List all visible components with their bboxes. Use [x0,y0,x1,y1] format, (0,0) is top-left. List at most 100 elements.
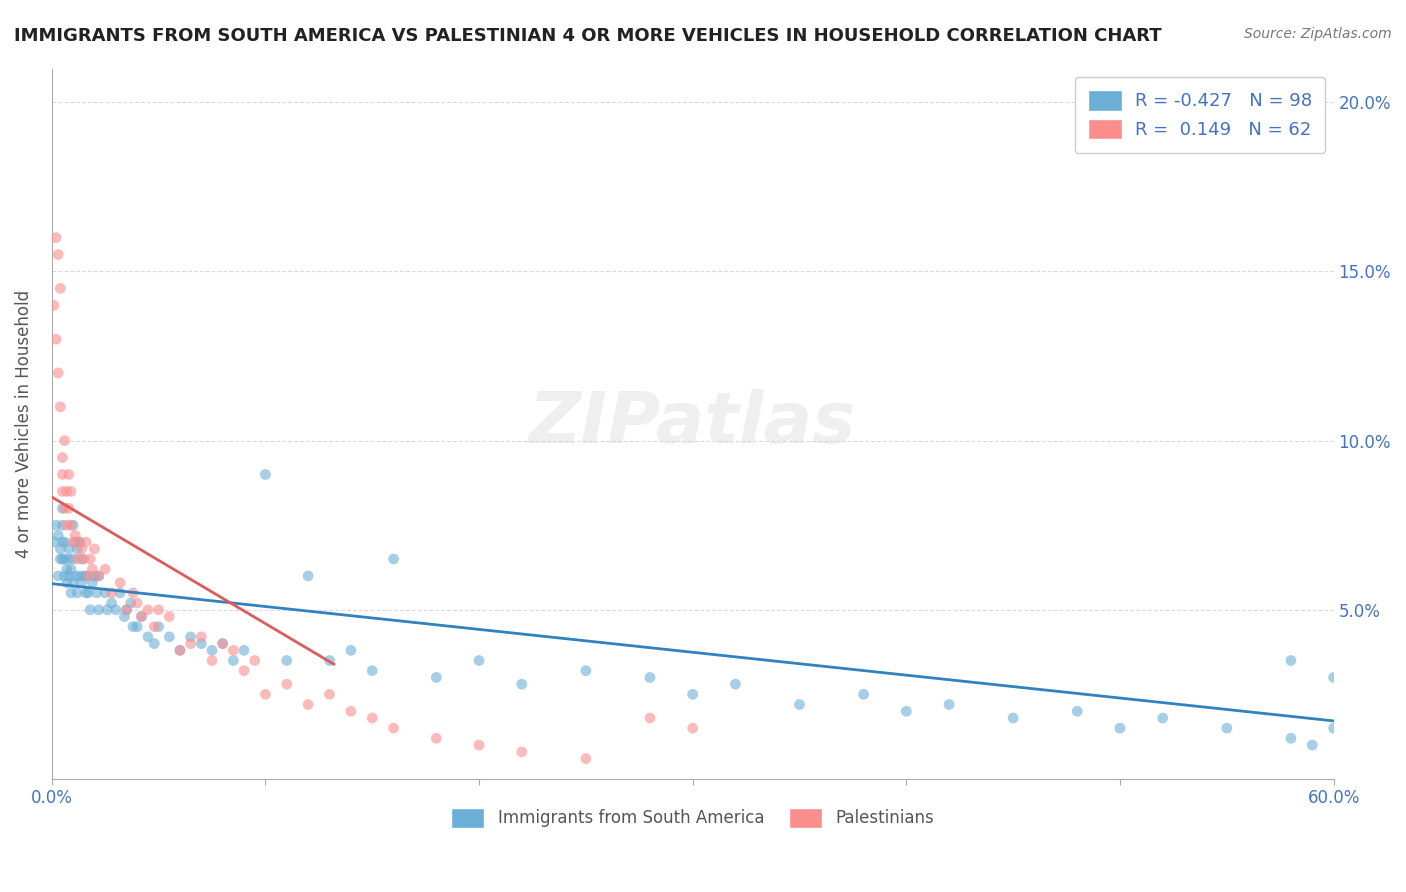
Point [51,467,73,482]
Point [51,450,73,465]
Point [682,687,704,701]
Point [94,562,117,576]
Point [243,653,266,667]
Point [361,664,384,678]
Point [79,603,101,617]
Point [180,630,202,644]
Point [53,569,76,583]
Point [233,664,256,678]
Point [1109,721,1132,735]
Point [77,569,100,583]
Point [896,704,918,718]
Point [789,698,811,712]
Point [51,552,73,566]
Point [55,484,77,499]
Point [169,643,191,657]
Point [75,569,97,583]
Point [120,596,142,610]
Point [66,552,89,566]
Point [211,637,233,651]
Point [276,677,298,691]
Point [69,535,91,549]
Point [112,609,135,624]
Point [340,704,363,718]
Point [70,575,93,590]
Point [66,541,89,556]
Point [62,535,84,549]
Legend: Immigrants from South America, Palestinians: Immigrants from South America, Palestini… [444,801,941,835]
Point [83,541,105,556]
Point [73,569,96,583]
Point [49,552,72,566]
Point [222,643,245,657]
Point [148,603,170,617]
Point [157,609,180,624]
Point [62,518,84,533]
Point [724,677,747,691]
Point [49,281,72,295]
Point [51,484,73,499]
Point [382,721,405,735]
Point [254,687,277,701]
Point [58,501,80,516]
Point [79,552,101,566]
Point [1002,711,1025,725]
Point [51,535,73,549]
Point [42,535,65,549]
Point [69,569,91,583]
Point [55,575,77,590]
Point [148,620,170,634]
Point [58,569,80,583]
Point [75,535,97,549]
Point [62,552,84,566]
Point [1323,721,1346,735]
Point [53,501,76,516]
Point [1279,731,1302,746]
Point [65,528,87,542]
Point [49,541,72,556]
Point [1386,704,1406,718]
Point [55,562,77,576]
Point [82,562,104,576]
Point [108,575,131,590]
Point [100,596,122,610]
Point [1152,711,1174,725]
Point [77,586,100,600]
Point [73,552,96,566]
Point [53,552,76,566]
Point [131,609,153,624]
Point [361,711,384,725]
Point [276,653,298,667]
Point [100,586,122,600]
Point [169,643,191,657]
Point [59,586,82,600]
Point [94,586,117,600]
Point [254,467,277,482]
Point [222,653,245,667]
Point [45,230,67,244]
Point [190,630,212,644]
Point [127,620,149,634]
Point [82,575,104,590]
Point [143,637,166,651]
Point [51,501,73,516]
Point [59,518,82,533]
Point [1216,721,1239,735]
Text: IMMIGRANTS FROM SOUTH AMERICA VS PALESTINIAN 4 OR MORE VEHICLES IN HOUSEHOLD COR: IMMIGRANTS FROM SOUTH AMERICA VS PALESTI… [14,27,1161,45]
Point [59,484,82,499]
Point [42,298,65,312]
Point [382,552,405,566]
Point [468,653,491,667]
Point [87,569,110,583]
Point [59,562,82,576]
Text: ZIPatlas: ZIPatlas [529,389,856,458]
Point [70,552,93,566]
Point [127,596,149,610]
Point [69,535,91,549]
Point [425,670,447,684]
Point [122,586,145,600]
Point [62,575,84,590]
Point [65,535,87,549]
Point [65,569,87,583]
Point [96,603,118,617]
